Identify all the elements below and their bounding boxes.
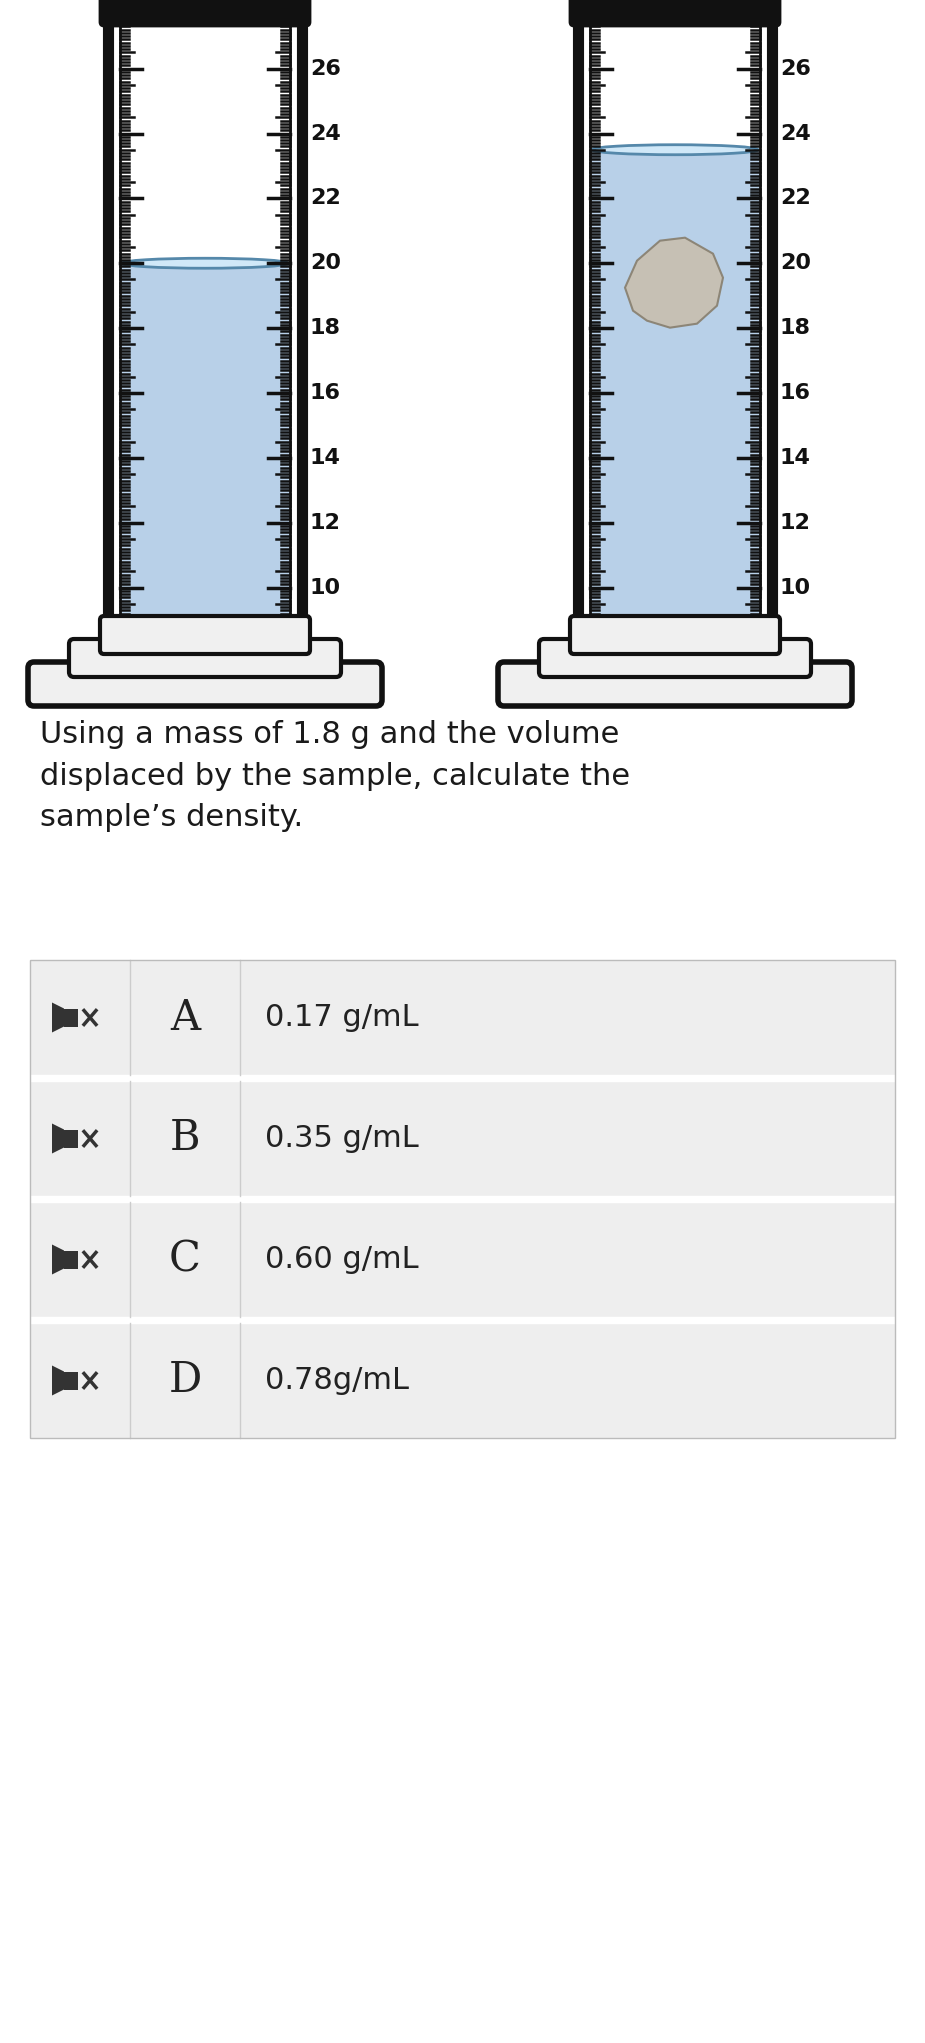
Text: 12: 12: [780, 513, 811, 533]
Text: D: D: [168, 1359, 202, 1401]
Text: Using a mass of 1.8 g and the volume
displaced by the sample, calculate the
samp: Using a mass of 1.8 g and the volume dis…: [40, 719, 630, 832]
Text: 22: 22: [780, 188, 810, 208]
Polygon shape: [52, 1244, 64, 1275]
Text: 26: 26: [780, 59, 811, 78]
Bar: [30, 1201, 895, 1318]
Bar: [64, 1371, 78, 1389]
FancyBboxPatch shape: [28, 662, 382, 707]
FancyBboxPatch shape: [570, 617, 780, 654]
Text: B: B: [170, 1118, 200, 1160]
FancyBboxPatch shape: [570, 0, 780, 27]
FancyBboxPatch shape: [498, 662, 852, 707]
Text: 16: 16: [310, 382, 341, 402]
Polygon shape: [625, 237, 723, 327]
Text: 12: 12: [310, 513, 341, 533]
Bar: [64, 1009, 78, 1026]
Text: 0.78g/mL: 0.78g/mL: [265, 1367, 409, 1395]
Text: 24: 24: [310, 123, 340, 143]
Text: 0.35 g/mL: 0.35 g/mL: [265, 1124, 419, 1152]
Text: 10: 10: [780, 578, 811, 597]
Text: A: A: [170, 997, 200, 1038]
Text: 20: 20: [310, 253, 341, 274]
Text: 22: 22: [310, 188, 340, 208]
Text: 26: 26: [310, 59, 341, 78]
Text: 18: 18: [310, 319, 341, 337]
FancyBboxPatch shape: [69, 639, 341, 676]
Text: C: C: [169, 1238, 201, 1281]
Bar: [64, 1250, 78, 1269]
Bar: [30, 960, 895, 1075]
Ellipse shape: [122, 257, 288, 268]
Bar: [590, 149, 760, 619]
Bar: [64, 1130, 78, 1148]
FancyBboxPatch shape: [539, 639, 811, 676]
FancyBboxPatch shape: [100, 617, 310, 654]
FancyBboxPatch shape: [100, 0, 310, 27]
Polygon shape: [52, 1003, 64, 1032]
Ellipse shape: [592, 145, 758, 155]
Bar: [30, 960, 895, 1438]
Polygon shape: [52, 1124, 64, 1154]
Text: 20: 20: [780, 253, 811, 274]
Bar: [30, 1081, 895, 1195]
Text: 24: 24: [780, 123, 810, 143]
Text: 14: 14: [780, 447, 811, 468]
Text: 0.17 g/mL: 0.17 g/mL: [265, 1003, 419, 1032]
Text: 14: 14: [310, 447, 341, 468]
Bar: [120, 264, 290, 619]
Text: 18: 18: [780, 319, 811, 337]
Text: 0.60 g/mL: 0.60 g/mL: [265, 1244, 419, 1275]
Bar: [30, 1324, 895, 1438]
Text: 16: 16: [780, 382, 811, 402]
Polygon shape: [52, 1365, 64, 1395]
Text: 10: 10: [310, 578, 341, 597]
